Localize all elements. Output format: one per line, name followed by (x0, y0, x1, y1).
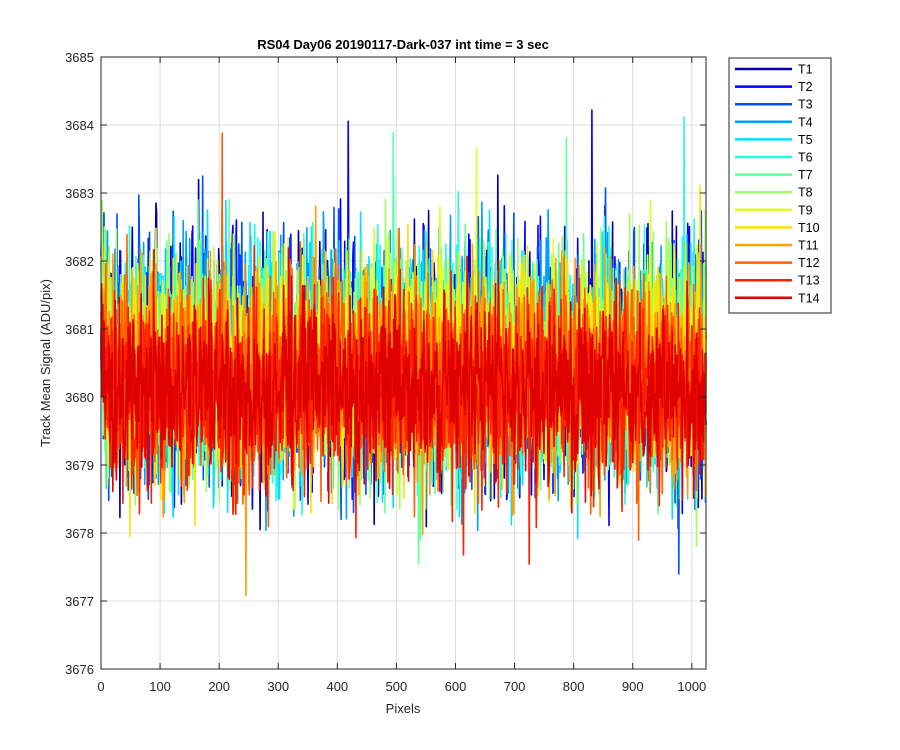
plot-frame (100, 56, 707, 670)
x-tick-label: 500 (386, 679, 408, 694)
x-tick-label: 700 (504, 679, 526, 694)
x-tick-label: 400 (326, 679, 348, 694)
legend-label-t7: T7 (798, 168, 813, 182)
x-tick-label: 1000 (677, 679, 706, 694)
y-tick-label: 3682 (65, 254, 94, 269)
x-tick-label: 800 (563, 679, 585, 694)
legend-label-t3: T3 (798, 98, 813, 112)
legend-label-t6: T6 (798, 151, 813, 165)
legend-items: T1 T2 T3 T4 T5 T6 T7 T8 T9 T10 T11 T12 T13 T14 (735, 63, 820, 305)
legend-label-t9: T9 (798, 203, 813, 217)
y-tick-label: 3683 (65, 186, 94, 201)
legend-label-t2: T2 (798, 80, 813, 94)
chart-title: RS04 Day06 20190117-Dark-037 int time = … (257, 37, 549, 52)
legend-label-t13: T13 (798, 274, 820, 288)
y-tick-label: 3685 (65, 50, 94, 65)
y-tick-label: 3677 (65, 594, 94, 609)
x-tick-label: 900 (622, 679, 644, 694)
legend-label-t11: T11 (798, 239, 819, 253)
y-tick-label: 3679 (65, 458, 94, 473)
y-tick-label: 3681 (65, 322, 94, 337)
series-lines (100, 109, 707, 597)
legend-label-t5: T5 (798, 133, 813, 147)
x-tick-label: 100 (149, 679, 171, 694)
x-tick-label: 600 (445, 679, 467, 694)
axis-ticks: 0 100 200 300 400 500 600 700 800 900 1000 3676 3677… (65, 50, 706, 694)
legend-label-t8: T8 (798, 186, 813, 200)
legend: T1 T2 T3 T4 T5 T6 T7 T8 T9 T10 T11 T12 T13 T14 (728, 57, 832, 314)
legend-label-t10: T10 (798, 221, 820, 235)
y-tick-label: 3684 (65, 118, 94, 133)
y-axis-label: Track Mean Signal (ADU/pix) (38, 279, 53, 447)
legend-box (728, 57, 832, 314)
x-tick-label: 300 (267, 679, 289, 694)
x-tick-label: 0 (97, 679, 104, 694)
y-tick-label: 3680 (65, 390, 94, 405)
legend-label-t14: T14 (798, 291, 820, 305)
series-line-t14 (100, 247, 707, 514)
x-axis-label: Pixels (386, 701, 421, 716)
legend-label-t4: T4 (798, 115, 813, 129)
legend-label-t12: T12 (798, 256, 820, 270)
legend-label-t1: T1 (798, 63, 813, 77)
y-tick-label: 3678 (65, 526, 94, 541)
y-tick-label: 3676 (65, 662, 94, 677)
x-tick-label: 200 (208, 679, 230, 694)
